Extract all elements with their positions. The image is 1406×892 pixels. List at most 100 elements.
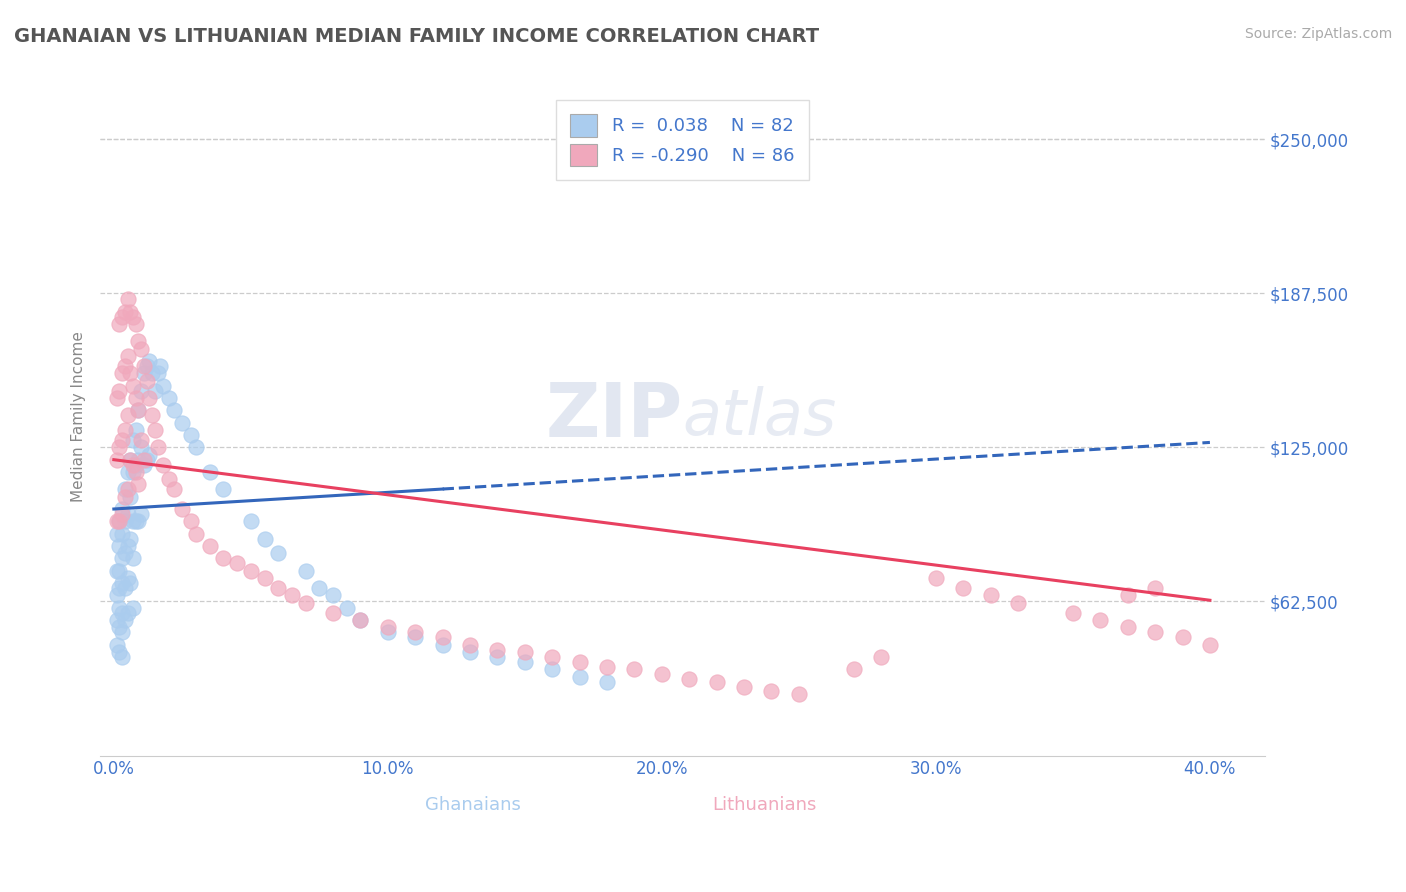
Point — [925, 571, 948, 585]
Point — [198, 465, 221, 479]
Point — [105, 613, 128, 627]
Point — [108, 645, 131, 659]
Point — [122, 310, 145, 324]
Point — [105, 452, 128, 467]
Point — [198, 539, 221, 553]
Point — [108, 564, 131, 578]
Point — [651, 667, 673, 681]
Point — [108, 581, 131, 595]
Point — [349, 613, 371, 627]
Point — [138, 448, 160, 462]
Legend: R =  0.038    N = 82, R = -0.290    N = 86: R = 0.038 N = 82, R = -0.290 N = 86 — [555, 100, 808, 180]
Text: GHANAIAN VS LITHUANIAN MEDIAN FAMILY INCOME CORRELATION CHART: GHANAIAN VS LITHUANIAN MEDIAN FAMILY INC… — [14, 27, 820, 45]
Point — [111, 650, 134, 665]
Point — [596, 660, 619, 674]
Point — [132, 367, 155, 381]
Point — [108, 384, 131, 398]
Point — [105, 526, 128, 541]
Point — [163, 403, 186, 417]
Point — [122, 551, 145, 566]
Point — [157, 391, 180, 405]
Point — [1144, 581, 1167, 595]
Text: ZIP: ZIP — [546, 380, 682, 453]
Point — [114, 304, 136, 318]
Point — [108, 514, 131, 528]
Point — [111, 433, 134, 447]
Point — [596, 674, 619, 689]
Point — [108, 441, 131, 455]
Point — [404, 630, 426, 644]
Point — [541, 662, 564, 676]
Point — [308, 581, 330, 595]
Point — [1116, 588, 1139, 602]
Point — [842, 662, 865, 676]
Point — [114, 483, 136, 497]
Point — [212, 483, 235, 497]
Point — [132, 458, 155, 472]
Point — [1116, 620, 1139, 634]
Point — [125, 514, 148, 528]
Point — [114, 581, 136, 595]
Point — [281, 588, 304, 602]
Point — [111, 310, 134, 324]
Text: Lithuanians: Lithuanians — [711, 796, 815, 814]
Point — [163, 483, 186, 497]
Point — [105, 564, 128, 578]
Point — [458, 645, 481, 659]
Point — [239, 564, 262, 578]
Point — [120, 576, 142, 591]
Point — [129, 507, 152, 521]
Point — [122, 433, 145, 447]
Point — [135, 452, 157, 467]
Point — [111, 526, 134, 541]
Point — [128, 452, 150, 467]
Point — [322, 588, 344, 602]
Point — [513, 655, 536, 669]
Point — [733, 680, 755, 694]
Point — [336, 600, 359, 615]
Point — [486, 642, 509, 657]
Point — [149, 359, 172, 373]
Point — [105, 391, 128, 405]
Point — [267, 581, 290, 595]
Point — [135, 359, 157, 373]
Point — [432, 630, 454, 644]
Point — [1144, 625, 1167, 640]
Point — [377, 620, 399, 634]
Point — [117, 349, 139, 363]
Point — [120, 532, 142, 546]
Point — [141, 367, 163, 381]
Point — [128, 403, 150, 417]
Point — [105, 588, 128, 602]
Point — [146, 441, 169, 455]
Point — [111, 551, 134, 566]
Point — [678, 672, 700, 686]
Point — [117, 409, 139, 423]
Point — [114, 359, 136, 373]
Point — [122, 600, 145, 615]
Point — [152, 458, 174, 472]
Point — [108, 514, 131, 528]
Point — [486, 650, 509, 665]
Point — [117, 507, 139, 521]
Point — [114, 514, 136, 528]
Point — [128, 403, 150, 417]
Point — [111, 625, 134, 640]
Point — [568, 655, 591, 669]
Point — [172, 502, 194, 516]
Point — [120, 367, 142, 381]
Point — [120, 490, 142, 504]
Point — [513, 645, 536, 659]
Point — [125, 391, 148, 405]
Point — [122, 465, 145, 479]
Point — [114, 613, 136, 627]
Point — [108, 317, 131, 331]
Point — [157, 472, 180, 486]
Point — [138, 354, 160, 368]
Text: Source: ZipAtlas.com: Source: ZipAtlas.com — [1244, 27, 1392, 41]
Point — [138, 391, 160, 405]
Point — [623, 662, 645, 676]
Point — [114, 490, 136, 504]
Point — [294, 564, 316, 578]
Point — [458, 638, 481, 652]
